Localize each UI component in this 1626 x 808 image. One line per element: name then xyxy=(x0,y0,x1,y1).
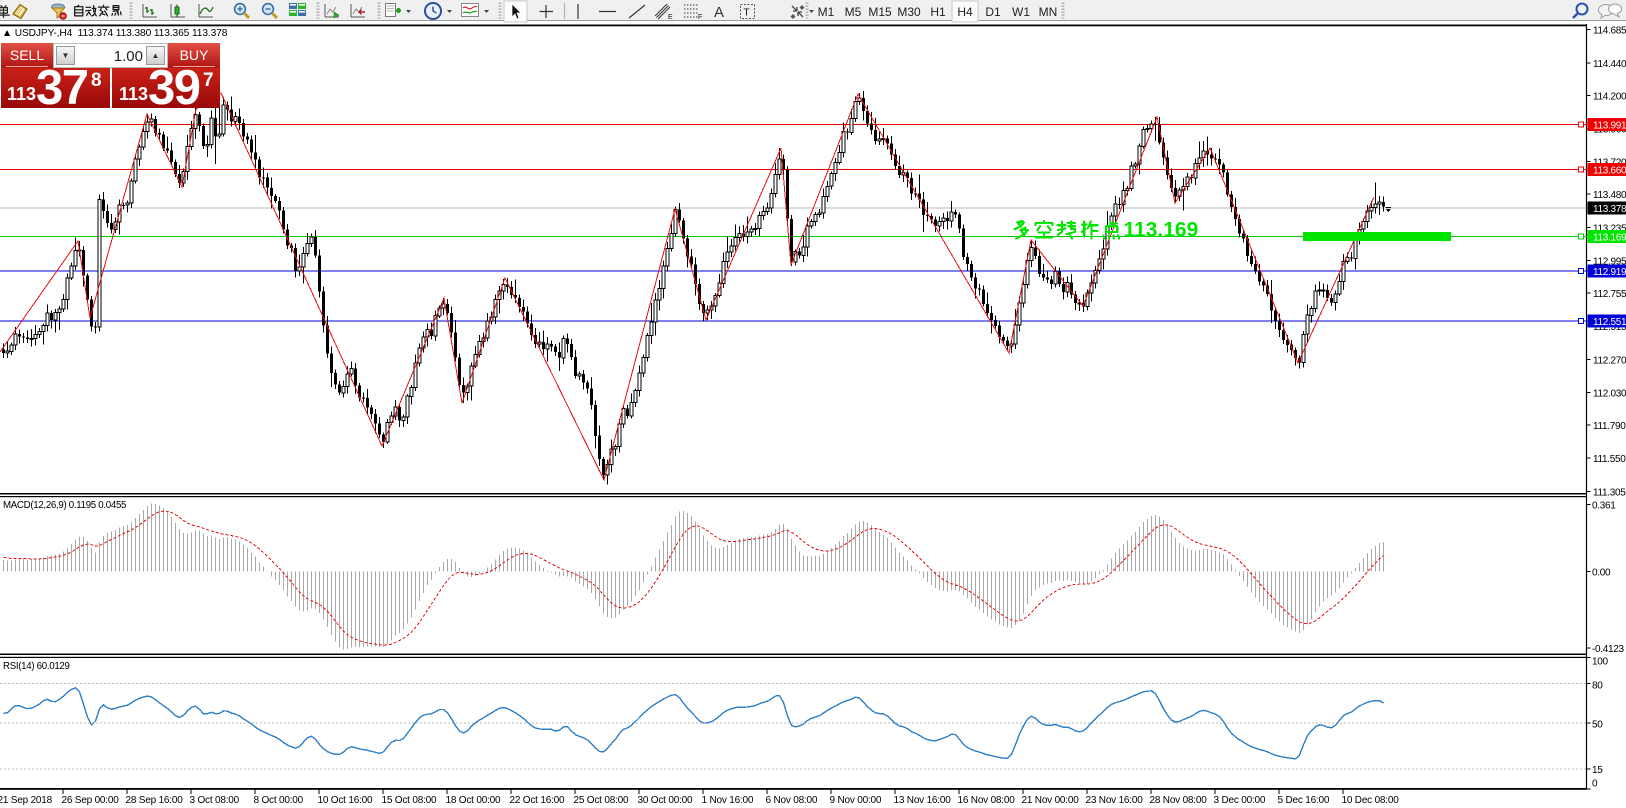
svg-text:10 Dec 08:00: 10 Dec 08:00 xyxy=(1342,795,1400,806)
svg-text:0: 0 xyxy=(1592,779,1598,790)
svg-text:8 Oct 00:00: 8 Oct 00:00 xyxy=(254,795,304,806)
svg-text:D1: D1 xyxy=(985,5,1001,19)
svg-text:113.235: 113.235 xyxy=(1593,224,1626,235)
svg-text:112.995: 112.995 xyxy=(1593,256,1626,267)
svg-text:F: F xyxy=(698,14,702,21)
svg-text:114.200: 114.200 xyxy=(1593,92,1626,103)
svg-text:23 Nov 16:00: 23 Nov 16:00 xyxy=(1086,795,1144,806)
svg-text:M1: M1 xyxy=(818,5,835,19)
svg-text:21 Nov 00:00: 21 Nov 00:00 xyxy=(1022,795,1080,806)
svg-text:111.790: 111.790 xyxy=(1593,421,1626,432)
svg-text:15 Oct 08:00: 15 Oct 08:00 xyxy=(382,795,437,806)
svg-text:112.551: 112.551 xyxy=(1593,317,1626,328)
svg-text:111.550: 111.550 xyxy=(1593,454,1626,465)
svg-text:6 Nov 08:00: 6 Nov 08:00 xyxy=(766,795,818,806)
svg-text:26 Sep 00:00: 26 Sep 00:00 xyxy=(62,795,120,806)
svg-text:25 Oct 08:00: 25 Oct 08:00 xyxy=(574,795,629,806)
svg-text:112.030: 112.030 xyxy=(1593,388,1626,399)
svg-text:113.991: 113.991 xyxy=(1593,120,1626,131)
svg-text:50: 50 xyxy=(1592,719,1603,730)
svg-text:MN: MN xyxy=(1039,5,1058,19)
svg-text:-0.4123: -0.4123 xyxy=(1592,644,1625,655)
svg-text:RSI(14) 60.0129: RSI(14) 60.0129 xyxy=(3,661,70,672)
svg-text:28 Sep 16:00: 28 Sep 16:00 xyxy=(126,795,184,806)
svg-text:3 Oct 08:00: 3 Oct 08:00 xyxy=(190,795,240,806)
svg-text:T: T xyxy=(744,8,750,19)
svg-text:114.685: 114.685 xyxy=(1593,25,1626,36)
svg-text:3 Dec 00:00: 3 Dec 00:00 xyxy=(1214,795,1266,806)
svg-text:A: A xyxy=(714,4,724,21)
svg-text:112.919: 112.919 xyxy=(1593,267,1626,278)
svg-text:113.378: 113.378 xyxy=(1593,204,1626,215)
svg-text:E: E xyxy=(668,14,673,21)
svg-text:113.480: 113.480 xyxy=(1593,190,1626,201)
svg-text:112.755: 112.755 xyxy=(1593,289,1626,300)
svg-text:5 Dec 16:00: 5 Dec 16:00 xyxy=(1278,795,1330,806)
svg-text:22 Oct 16:00: 22 Oct 16:00 xyxy=(510,795,565,806)
svg-text:9 Nov 00:00: 9 Nov 00:00 xyxy=(830,795,882,806)
svg-text:113.169: 113.169 xyxy=(1593,233,1626,244)
svg-text:0.361: 0.361 xyxy=(1592,500,1616,511)
svg-text:113.720: 113.720 xyxy=(1593,157,1626,168)
svg-text:113.169: 113.169 xyxy=(1124,219,1199,242)
svg-text:10 Oct 16:00: 10 Oct 16:00 xyxy=(318,795,373,806)
svg-text:28 Nov 08:00: 28 Nov 08:00 xyxy=(1150,795,1208,806)
svg-text:H1: H1 xyxy=(930,5,946,19)
svg-text:112.270: 112.270 xyxy=(1593,356,1626,367)
svg-text:30 Oct 00:00: 30 Oct 00:00 xyxy=(638,795,693,806)
svg-text:M15: M15 xyxy=(868,5,892,19)
svg-text:21 Sep 2018: 21 Sep 2018 xyxy=(0,795,53,806)
svg-text:13 Nov 16:00: 13 Nov 16:00 xyxy=(894,795,952,806)
svg-text:1 Nov 16:00: 1 Nov 16:00 xyxy=(702,795,754,806)
svg-text:80: 80 xyxy=(1592,680,1603,691)
svg-text:H4: H4 xyxy=(957,5,973,19)
svg-text:113.660: 113.660 xyxy=(1593,166,1626,177)
svg-text:M30: M30 xyxy=(897,5,921,19)
svg-text:15: 15 xyxy=(1592,765,1603,776)
svg-text:0.00: 0.00 xyxy=(1592,568,1611,579)
svg-text:111.305: 111.305 xyxy=(1593,487,1626,498)
svg-text:18 Oct 00:00: 18 Oct 00:00 xyxy=(446,795,501,806)
svg-text:100: 100 xyxy=(1592,657,1609,668)
svg-text:M5: M5 xyxy=(845,5,862,19)
svg-text:W1: W1 xyxy=(1012,5,1030,19)
svg-text:▲ USDJPY-,H4 113.374 113.380: ▲ USDJPY-,H4 113.374 113.380 113.365 113… xyxy=(2,28,228,39)
svg-text:114.440: 114.440 xyxy=(1593,59,1626,70)
svg-text:16 Nov 08:00: 16 Nov 08:00 xyxy=(958,795,1016,806)
svg-text:MACD(12,26,9) 0.1195 0.0455: MACD(12,26,9) 0.1195 0.0455 xyxy=(3,500,126,511)
